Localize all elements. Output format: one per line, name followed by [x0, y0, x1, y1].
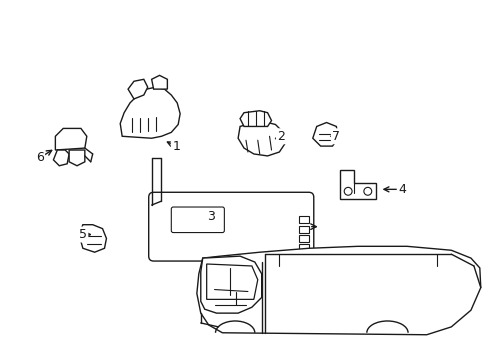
Bar — [299, 235, 308, 242]
Polygon shape — [197, 246, 480, 335]
Bar — [299, 244, 308, 251]
Polygon shape — [151, 75, 167, 89]
Text: 2: 2 — [277, 130, 285, 143]
Polygon shape — [55, 129, 87, 150]
Polygon shape — [240, 111, 271, 126]
FancyBboxPatch shape — [171, 207, 224, 233]
Polygon shape — [238, 121, 285, 156]
Text: 6: 6 — [36, 152, 43, 165]
Polygon shape — [69, 150, 85, 166]
Text: 3: 3 — [206, 210, 214, 223]
Text: 7: 7 — [332, 130, 340, 143]
FancyBboxPatch shape — [148, 192, 313, 261]
Polygon shape — [312, 122, 338, 146]
Polygon shape — [79, 225, 106, 252]
Polygon shape — [201, 256, 261, 313]
Polygon shape — [53, 150, 69, 166]
Text: 5: 5 — [79, 228, 87, 241]
Bar — [299, 226, 308, 233]
Polygon shape — [206, 264, 257, 300]
Text: 4: 4 — [397, 183, 406, 196]
Polygon shape — [128, 79, 147, 99]
Text: 1: 1 — [172, 140, 180, 153]
Polygon shape — [120, 87, 180, 138]
Polygon shape — [340, 170, 375, 199]
Bar — [299, 216, 308, 223]
